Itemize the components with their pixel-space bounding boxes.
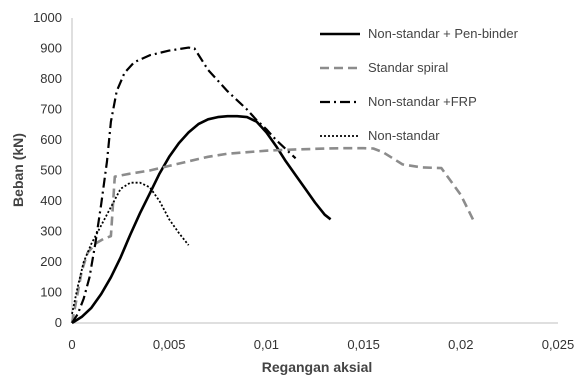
legend-label: Non-standar bbox=[368, 128, 440, 143]
y-tick-label: 600 bbox=[40, 132, 62, 147]
x-tick-labels: 0 0,005 0,01 0,015 0,02 0,025 bbox=[68, 337, 574, 352]
legend-label: Standar spiral bbox=[368, 60, 448, 75]
x-tick-label: 0,01 bbox=[254, 337, 279, 352]
y-tick-label: 500 bbox=[40, 163, 62, 178]
x-tick-label: 0,02 bbox=[448, 337, 473, 352]
legend-label: Non-standar + Pen-binder bbox=[368, 26, 519, 41]
series-line-2 bbox=[70, 146, 476, 324]
x-tick-label: 0,005 bbox=[153, 337, 186, 352]
y-tick-label: 100 bbox=[40, 285, 62, 300]
y-tick-labels: 0 100 200 300 400 500 600 700 800 900 1000 bbox=[33, 10, 62, 330]
series-line-1 bbox=[71, 114, 332, 325]
legend-label: Non-standar +FRP bbox=[368, 94, 477, 109]
series-layer bbox=[70, 46, 476, 325]
y-tick-label: 300 bbox=[40, 224, 62, 239]
y-tick-label: 1000 bbox=[33, 10, 62, 25]
y-tick-label: 800 bbox=[40, 71, 62, 86]
y-axis-title: Beban (kN) bbox=[10, 133, 26, 207]
x-tick-label: 0,025 bbox=[542, 337, 575, 352]
x-tick-label: 0 bbox=[68, 337, 75, 352]
y-tick-label: 0 bbox=[55, 315, 62, 330]
y-tick-label: 200 bbox=[40, 254, 62, 269]
series-line-3 bbox=[71, 46, 297, 324]
y-tick-label: 700 bbox=[40, 102, 62, 117]
x-tick-label: 0,015 bbox=[347, 337, 380, 352]
y-tick-label: 900 bbox=[40, 41, 62, 56]
series-line-4 bbox=[71, 181, 190, 315]
x-axis-title: Regangan aksial bbox=[262, 359, 373, 375]
legend: Non-standar + Pen-binder Standar spiral No… bbox=[320, 26, 519, 143]
y-tick-label: 400 bbox=[40, 193, 62, 208]
